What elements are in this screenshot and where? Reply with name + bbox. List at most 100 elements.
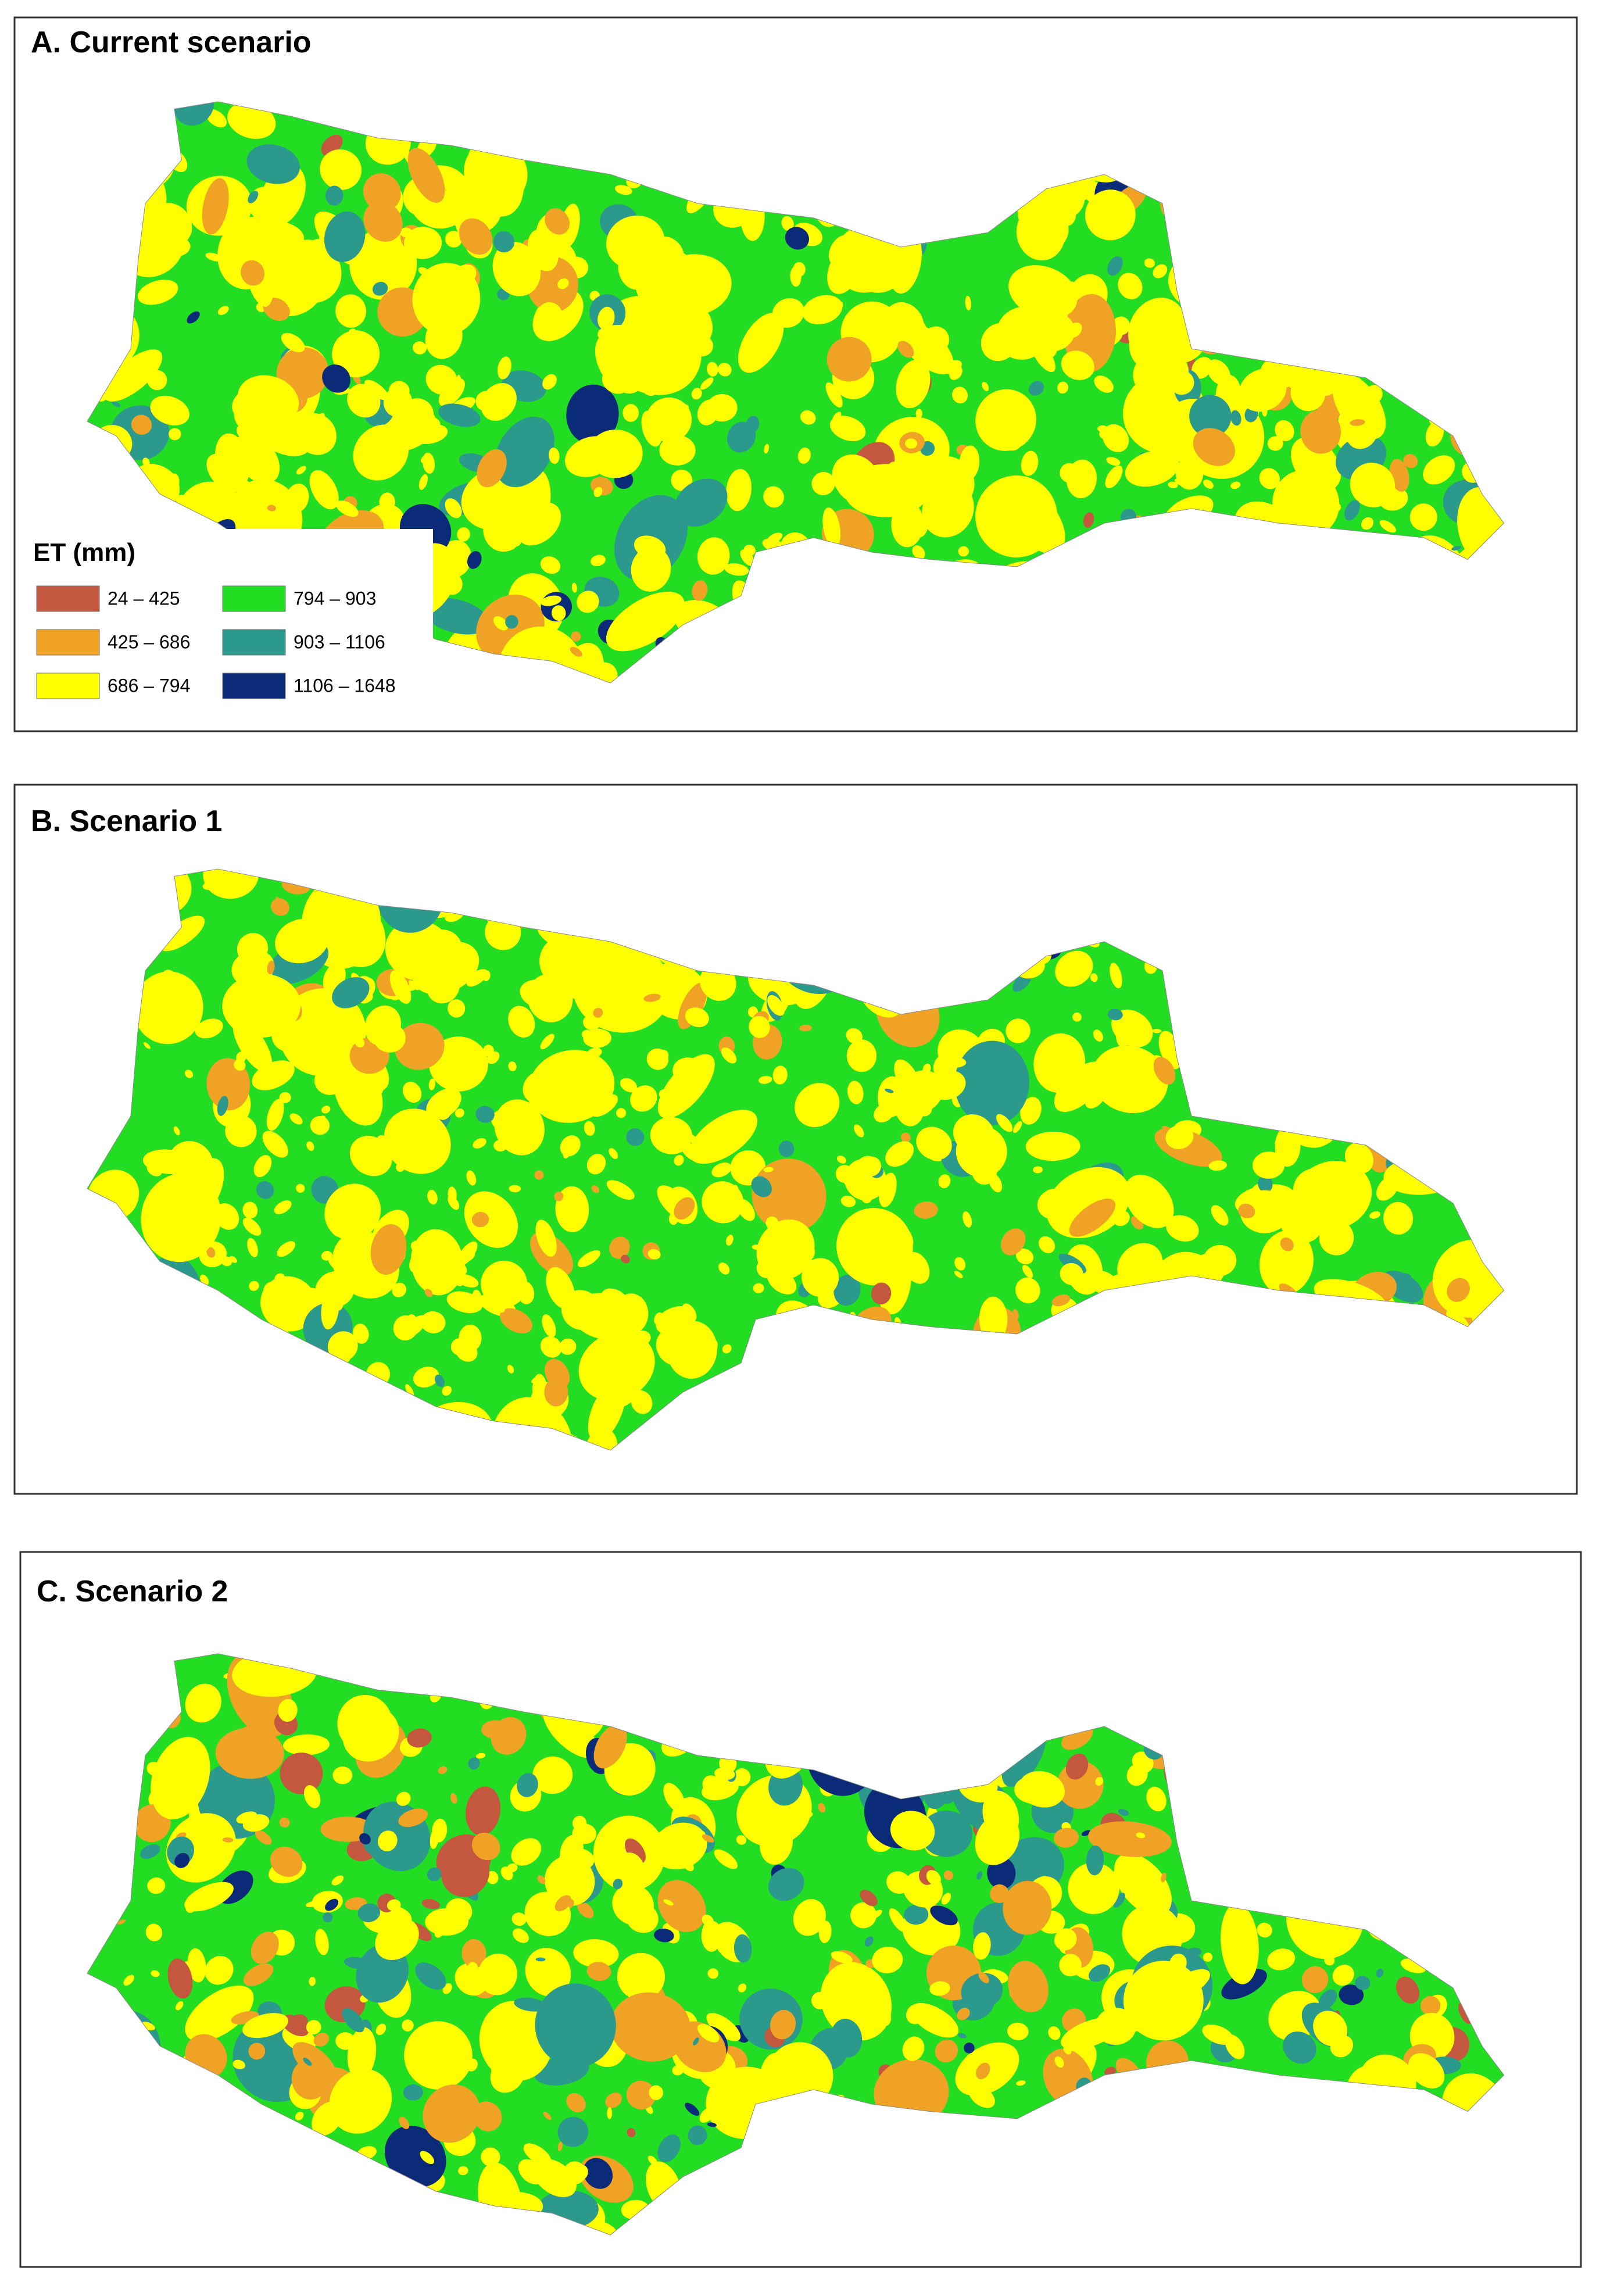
- map-patch: [938, 1174, 951, 1189]
- map-patch: [576, 1302, 588, 1318]
- map-patch: [225, 1115, 257, 1147]
- map-patch: [552, 605, 566, 621]
- map-patch: [699, 2107, 715, 2123]
- map-patch: [586, 1153, 606, 1175]
- map-patch: [534, 1170, 544, 1180]
- map-patch: [836, 1156, 847, 1164]
- map-patch: [1267, 436, 1283, 451]
- map-patch: [954, 1271, 963, 1278]
- map-patch: [920, 1810, 972, 1857]
- map-patch: [674, 1154, 684, 1166]
- map-patch: [630, 1085, 657, 1112]
- map-patch: [1344, 1143, 1374, 1174]
- map-patch: [402, 2019, 414, 2032]
- map-patch: [355, 1037, 365, 1047]
- map-patch: [432, 1818, 448, 1843]
- map-patch: [617, 1952, 665, 2001]
- map-patch: [1151, 1029, 1162, 1033]
- map-patch: [313, 2033, 330, 2047]
- map-patch: [1036, 214, 1069, 250]
- map-patch: [146, 1762, 162, 1776]
- panel-title: C. Scenario 2: [37, 1575, 228, 1608]
- map-patch: [1105, 465, 1123, 488]
- map-patch: [215, 1728, 284, 1779]
- map-patch: [306, 1901, 318, 1907]
- map-patch: [583, 2158, 613, 2189]
- map-patch: [1403, 453, 1418, 469]
- map-patch: [778, 1140, 795, 1157]
- map-patch: [743, 545, 756, 556]
- map-patch: [131, 414, 152, 435]
- map-patch: [327, 1331, 358, 1361]
- map-patch: [406, 984, 417, 991]
- map-patch: [1020, 1097, 1042, 1125]
- map-patch: [375, 2023, 387, 2036]
- map-patch: [557, 278, 569, 289]
- map-patch: [256, 1181, 274, 1199]
- map-patch: [1111, 1009, 1153, 1047]
- map-patch: [610, 1992, 691, 2062]
- map-patch: [958, 2033, 967, 2038]
- map-patch: [1019, 1771, 1065, 1808]
- map-patch: [1225, 2034, 1245, 2059]
- map-patch: [800, 410, 816, 425]
- map-patch: [1068, 1862, 1119, 1914]
- map-patch: [467, 551, 482, 569]
- map-patch: [1113, 1210, 1130, 1226]
- map-patch: [1174, 478, 1189, 487]
- map-patch: [975, 389, 1036, 451]
- map-patch: [724, 563, 749, 576]
- map-patch: [448, 1186, 457, 1203]
- map-patch: [860, 1890, 878, 1907]
- map-patch: [423, 2084, 481, 2143]
- map-patch: [396, 1162, 405, 1172]
- map-patch: [760, 1821, 793, 1865]
- map-patch: [943, 1870, 954, 1880]
- legend-swatch: [222, 585, 286, 612]
- map-patch: [1125, 450, 1179, 487]
- map-patch: [1086, 1845, 1104, 1876]
- map-patch: [557, 2141, 563, 2151]
- map-patch: [481, 382, 517, 421]
- map-patch: [874, 1103, 894, 1122]
- map-patch: [649, 2085, 663, 2101]
- map-patch: [577, 591, 599, 613]
- map-patch: [508, 1061, 517, 1071]
- map-patch: [402, 1081, 422, 1103]
- map-patch: [965, 295, 971, 311]
- map-patch: [711, 1162, 732, 1178]
- map-patch: [415, 1962, 446, 1990]
- map-patch: [674, 478, 728, 527]
- map-patch: [511, 1912, 527, 1926]
- map-patch: [1054, 1061, 1106, 1112]
- map-patch: [733, 1185, 739, 1194]
- map-patch: [274, 1200, 292, 1214]
- map-patch: [242, 1201, 258, 1219]
- map-patch: [1423, 455, 1455, 485]
- map-patch: [785, 227, 810, 250]
- map-patch: [825, 382, 843, 408]
- map-patch: [961, 1973, 1003, 2009]
- map-patch: [532, 2158, 577, 2197]
- map-patch: [763, 1167, 774, 1172]
- panel: A. Current scenario ET (mm) 24 – 425 425 –…: [13, 16, 1578, 732]
- map-patch: [976, 2062, 990, 2080]
- map-patch: [318, 1065, 343, 1089]
- map-patch: [421, 454, 433, 464]
- map-patch: [331, 1875, 344, 1886]
- map-patch: [497, 356, 511, 380]
- map-patch: [363, 201, 403, 242]
- map-patch: [206, 1058, 251, 1111]
- map-patch: [593, 1724, 627, 1769]
- map-patch: [772, 298, 804, 328]
- map-patch: [407, 148, 445, 203]
- map-patch: [907, 320, 926, 338]
- map-patch: [534, 429, 543, 442]
- map-patch: [1221, 1903, 1259, 1984]
- map-patch: [1318, 1989, 1337, 2009]
- map-patch: [726, 469, 752, 512]
- map-patch: [543, 2111, 552, 2120]
- map-patch: [441, 1847, 490, 1897]
- map-patch: [549, 447, 560, 464]
- map-patch: [1301, 1966, 1329, 1993]
